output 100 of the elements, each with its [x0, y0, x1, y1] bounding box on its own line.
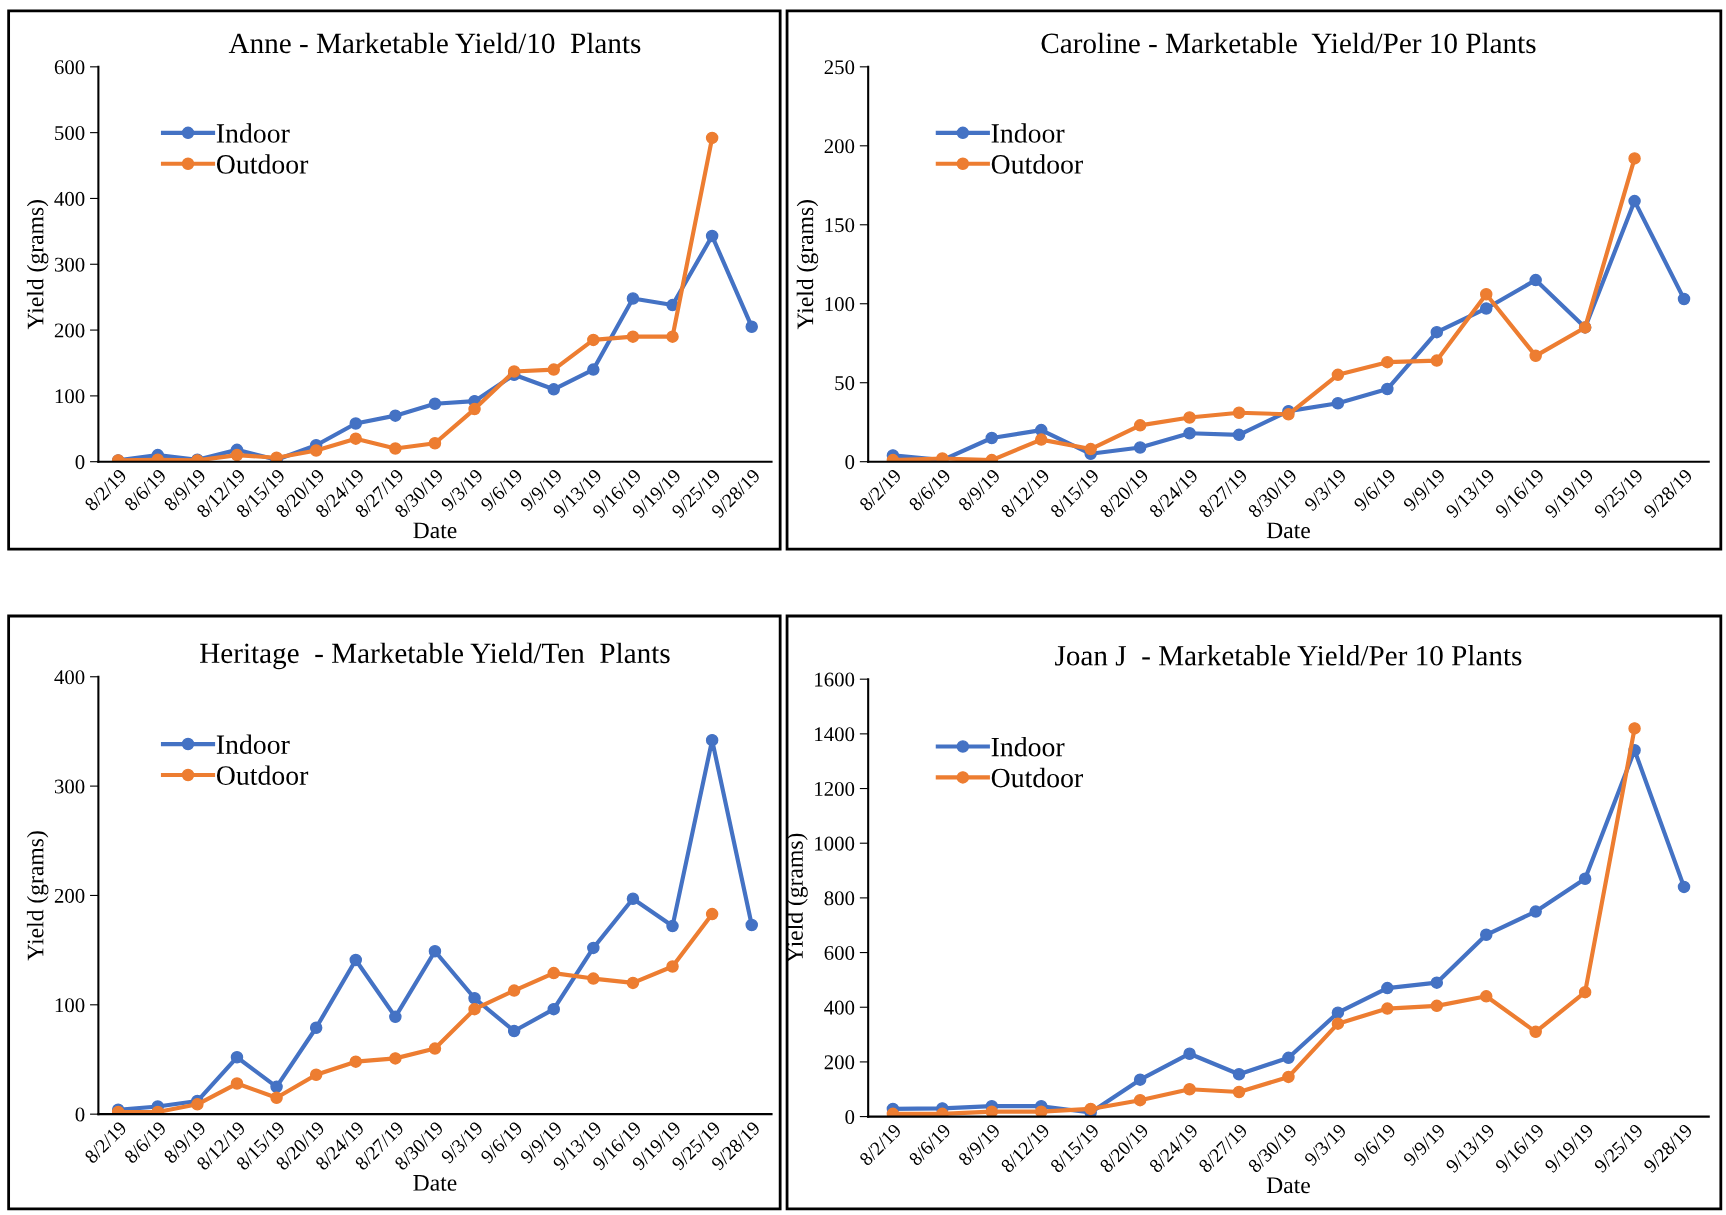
point: [1381, 382, 1394, 396]
point: [666, 919, 679, 933]
point: [1430, 999, 1444, 1013]
point: [428, 437, 442, 450]
point: [1628, 152, 1641, 165]
point: [230, 1077, 244, 1090]
point: [1677, 292, 1691, 306]
point: [1183, 1047, 1196, 1060]
x-axis-title: Date: [413, 522, 457, 539]
point: [1034, 433, 1048, 446]
point: [1529, 349, 1542, 363]
legend-label: Indoor: [216, 123, 290, 143]
y-tick-label: 800: [824, 891, 855, 906]
point: [547, 383, 560, 396]
point: [468, 991, 481, 1005]
y-tick-label: 150: [825, 218, 855, 233]
y-tick-label: 1400: [815, 727, 855, 742]
point: [389, 442, 402, 455]
point: [191, 1098, 204, 1111]
legend-label: Outdoor: [991, 767, 1083, 788]
point: [270, 1091, 283, 1105]
y-tick-label: 1600: [815, 672, 855, 687]
point: [1331, 1017, 1345, 1030]
y-tick-label: 100: [825, 297, 855, 312]
point: [1282, 1051, 1295, 1065]
point: [1578, 985, 1592, 999]
legend-label: Outdoor: [216, 154, 309, 174]
y-tick-label: 300: [54, 779, 85, 794]
point: [1677, 880, 1691, 894]
point: [1430, 325, 1444, 339]
point: [349, 417, 363, 430]
y-tick-label: 0: [75, 455, 85, 470]
y-tick-label: 400: [824, 1000, 855, 1015]
y-axis-title: Yield (grams): [26, 831, 49, 961]
point: [468, 1002, 481, 1016]
point: [349, 1055, 363, 1068]
point: [1381, 355, 1394, 369]
point: [428, 1042, 442, 1055]
point: [705, 733, 719, 747]
point: [626, 892, 640, 905]
point: [1529, 273, 1542, 287]
point: [1084, 1102, 1097, 1116]
point: [705, 131, 719, 145]
point: [1381, 981, 1394, 995]
point: [936, 1107, 949, 1117]
y-tick-label: 50: [835, 376, 855, 391]
point: [468, 402, 481, 416]
y-tick-label: 600: [824, 945, 855, 960]
y-tick-label: 0: [75, 1107, 85, 1122]
point: [309, 1021, 323, 1035]
y-tick-label: 100: [55, 389, 85, 404]
point: [1133, 419, 1147, 432]
point: [1430, 976, 1444, 989]
point: [1133, 1093, 1147, 1107]
x-axis-title: Date: [1266, 1177, 1310, 1194]
point: [1232, 428, 1246, 442]
point: [1628, 194, 1641, 208]
chart-title: Anne - Marketable Yield/10 Plants: [228, 32, 641, 54]
point: [547, 1002, 560, 1016]
point: [1183, 411, 1196, 424]
point: [587, 333, 600, 347]
legend-label: Indoor: [991, 123, 1065, 143]
point: [745, 320, 758, 334]
y-tick-label: 0: [845, 455, 855, 470]
point: [587, 972, 600, 985]
y-tick-label: 500: [55, 126, 85, 141]
y-tick-label: 300: [54, 257, 85, 272]
point: [1133, 1073, 1147, 1086]
y-axis-title: Yield (grams): [26, 200, 49, 330]
legend-label: Indoor: [991, 736, 1065, 757]
point: [666, 960, 679, 973]
point: [349, 432, 363, 445]
y-tick-label: 200: [824, 139, 855, 154]
point: [547, 363, 560, 376]
point: [705, 229, 719, 243]
y-tick-label: 200: [54, 888, 85, 903]
x-axis-title: Date: [413, 1175, 457, 1191]
point: [309, 1068, 323, 1082]
point: [745, 918, 758, 932]
point: [1479, 928, 1493, 942]
point: [230, 448, 244, 462]
y-tick-label: 200: [824, 1055, 855, 1070]
y-tick-label: 0: [845, 1109, 855, 1125]
chart-title: Heritage - Marketable Yield/Ten Plants: [200, 642, 670, 670]
y-tick-label: 100: [55, 998, 85, 1013]
point: [1381, 1002, 1394, 1015]
point: [1232, 1085, 1246, 1099]
point: [270, 1080, 283, 1094]
point: [1331, 1006, 1345, 1019]
y-axis-title: Yield (grams): [796, 200, 819, 330]
chart-title: Caroline - Marketable Yield/Per 10 Plants: [1041, 32, 1536, 54]
point: [1232, 406, 1246, 419]
point: [1479, 288, 1493, 301]
point: [626, 330, 640, 343]
point: [1578, 872, 1592, 885]
point: [507, 1024, 521, 1038]
point: [1183, 1082, 1196, 1096]
point: [886, 1107, 900, 1117]
point: [626, 976, 640, 990]
point: [507, 365, 521, 378]
